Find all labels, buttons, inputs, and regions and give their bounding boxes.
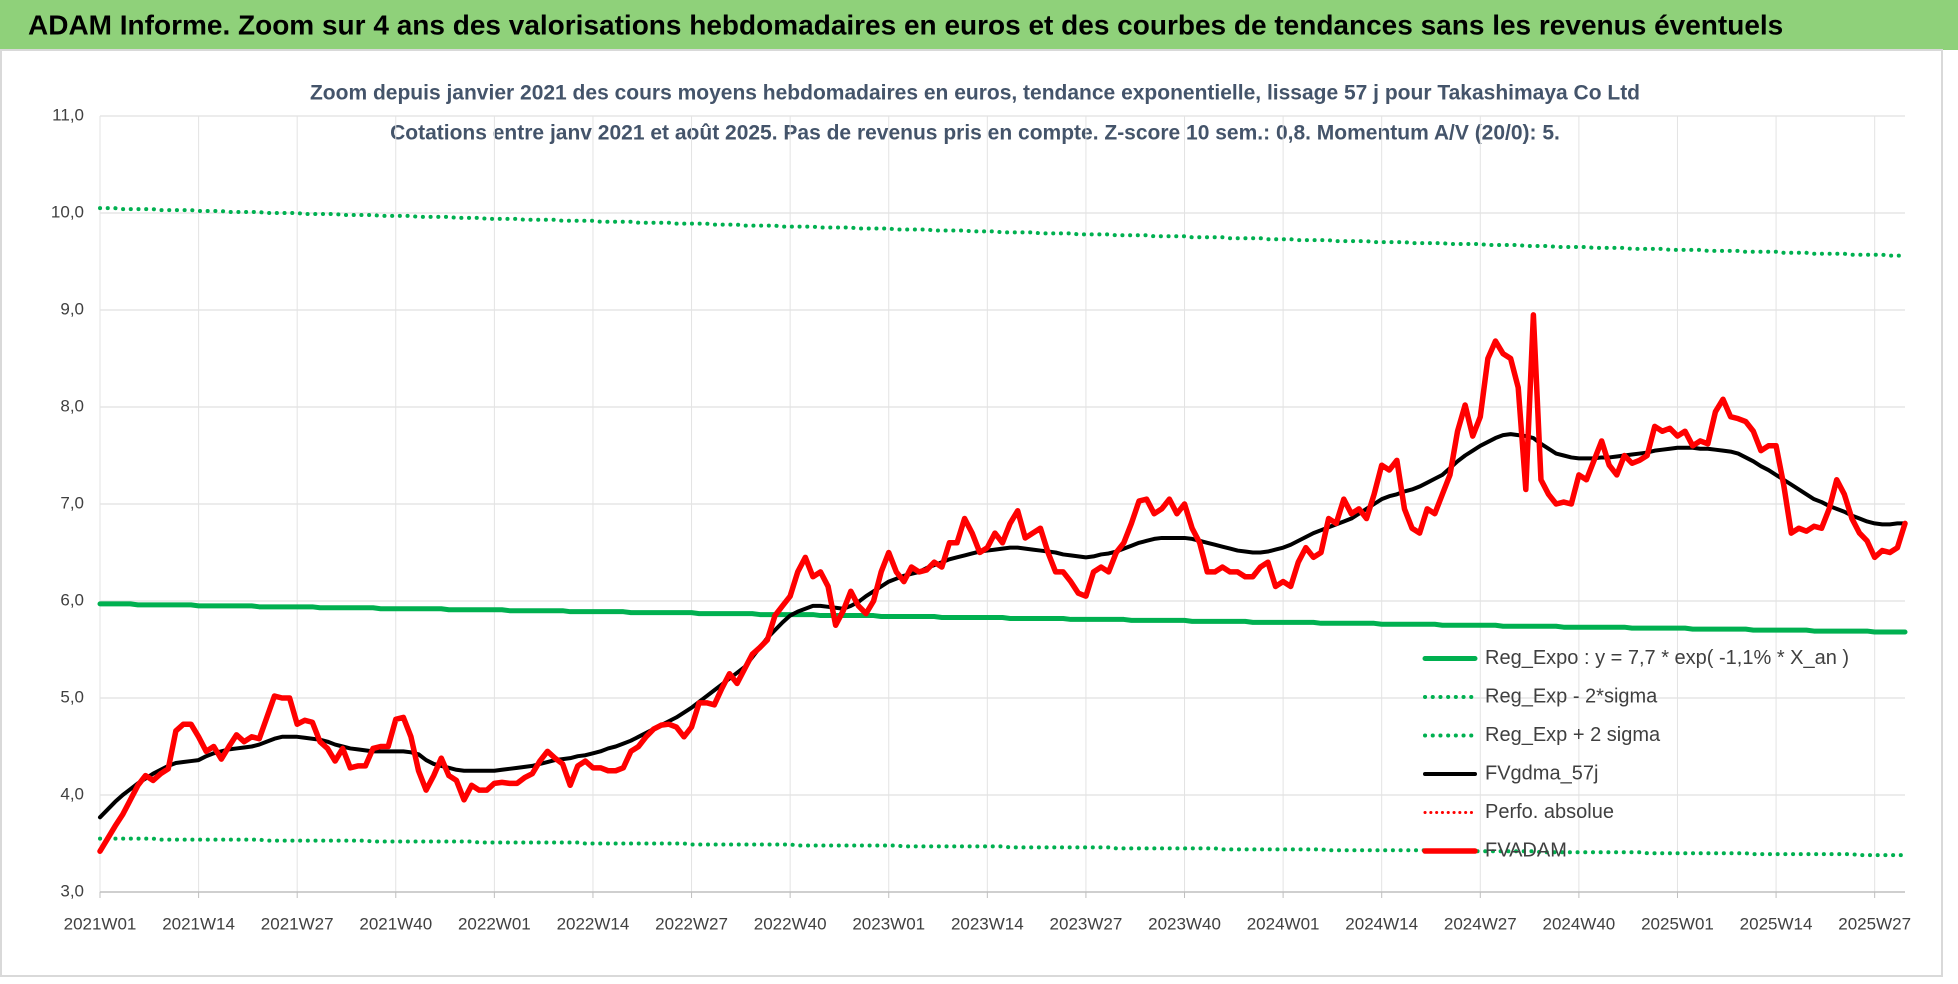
y-tick-label: 6,0	[60, 590, 84, 609]
x-tick-label: 2025W27	[1838, 914, 1911, 933]
y-tick-label: 10,0	[51, 202, 84, 221]
legend-label: Perfo. absolue	[1485, 801, 1614, 823]
x-tick-label: 2023W27	[1050, 914, 1123, 933]
x-tick-label: 2023W40	[1148, 914, 1221, 933]
legend-label: FVADAM	[1485, 839, 1567, 861]
y-tick-label: 9,0	[60, 299, 84, 318]
legend-label: Reg_Expo : y = 7,7 * exp( -1,1% * X_an )	[1485, 647, 1849, 669]
x-tick-label: 2021W14	[162, 914, 235, 933]
x-tick-label: 2023W01	[852, 914, 925, 933]
x-tick-label: 2021W27	[261, 914, 334, 933]
y-tick-label: 11,0	[52, 105, 84, 124]
x-tick-label: 2024W40	[1542, 914, 1615, 933]
legend: Reg_Expo : y = 7,7 * exp( -1,1% * X_an )…	[1422, 647, 1849, 861]
x-tick-label: 2025W01	[1641, 914, 1714, 933]
x-tick-label: 2021W01	[64, 914, 137, 933]
series-line	[98, 836, 1907, 858]
chart-title: Zoom depuis janvier 2021 des cours moyen…	[310, 82, 1640, 105]
x-tick-label: 2024W01	[1247, 914, 1320, 933]
x-tick-label: 2024W27	[1444, 914, 1517, 933]
x-tick-label: 2022W40	[754, 914, 827, 933]
series-line	[98, 206, 1907, 258]
grid: 3,0 4,0 5,0 6,0 7,0 8,0 9,0 10,0 11,0 2021W01 2021…	[51, 105, 1911, 933]
y-tick-label: 3,0	[60, 881, 84, 900]
x-tick-label: 2023W14	[951, 914, 1024, 933]
x-tick-label: 2022W14	[557, 914, 630, 933]
x-tick-label: 2024W14	[1345, 914, 1418, 933]
header-title: ADAM Informe. Zoom sur 4 ans des valoris…	[28, 9, 1783, 40]
chart-subtitle: Cotations entre janv 2021 et août 2025. …	[390, 122, 1560, 145]
series-line	[97, 601, 1908, 635]
x-tick-label: 2025W14	[1740, 914, 1813, 933]
header-bar	[0, 0, 1958, 50]
series-line	[97, 312, 1908, 855]
y-tick-label: 7,0	[60, 493, 84, 512]
y-tick-label: 8,0	[60, 396, 84, 415]
plot-area	[97, 206, 1908, 858]
legend-label: Reg_Exp + 2 sigma	[1485, 724, 1661, 746]
y-tick-label: 4,0	[60, 784, 84, 803]
x-tick-label: 2022W27	[655, 914, 728, 933]
x-tick-label: 2021W40	[359, 914, 432, 933]
x-tick-label: 2022W01	[458, 914, 531, 933]
legend-label: FVgdma_57j	[1485, 762, 1598, 784]
legend-label: Reg_Exp - 2*sigma	[1485, 685, 1658, 707]
y-tick-label: 5,0	[60, 687, 84, 706]
chart-frame	[0, 49, 1943, 977]
